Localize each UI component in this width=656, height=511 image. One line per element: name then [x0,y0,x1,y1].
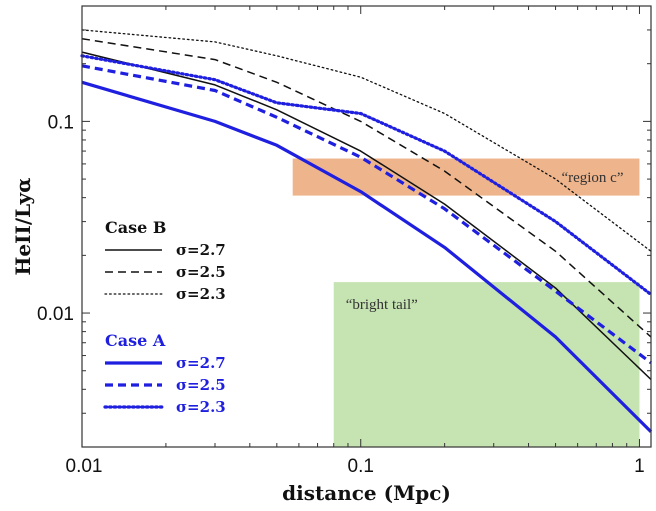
x-tick-label: 0.01 [66,456,103,477]
x-axis-label: distance (Mpc) [282,481,451,505]
series-line-case-b-2 [81,29,652,252]
y-axis-label: HeII/Lyα [11,178,35,276]
series-line-case-a-5 [80,54,653,297]
x-tick-label: 0.1 [348,456,374,477]
plot-frame [81,5,652,448]
axis-ticks: 0.01 0.1 1 0.01 0.1 [37,5,651,477]
legend-label: σ=2.5 [176,376,226,394]
region-label-0: “region c” [561,170,623,186]
series-line-case-a-4 [81,64,652,365]
legend-title-case-b: Case B [105,218,166,237]
highlight-regions [292,158,640,447]
legend-label: σ=2.3 [176,285,226,303]
region-annotations: “region c” “bright tail” [346,170,624,313]
legend: Case B σ=2.7 σ=2.5 σ=2.3 Case A σ=2.7 σ=2.5 σ=2… [103,218,226,416]
series-line-case-a-3 [81,80,653,433]
region-1 [333,282,640,447]
legend-label: σ=2.3 [176,398,226,416]
y-tick-label: 0.01 [37,304,74,325]
legend-label: σ=2.7 [176,241,226,259]
series-lines [80,29,653,433]
y-tick-label: 0.1 [48,112,74,133]
series-line-case-b-0 [81,51,652,381]
series-line-case-b-1 [81,37,652,338]
region-label-1: “bright tail” [346,297,418,313]
legend-label: σ=2.7 [176,354,226,372]
legend-title-case-a: Case A [105,331,166,350]
legend-label: σ=2.5 [176,263,226,281]
x-tick-label: 1 [634,456,645,477]
